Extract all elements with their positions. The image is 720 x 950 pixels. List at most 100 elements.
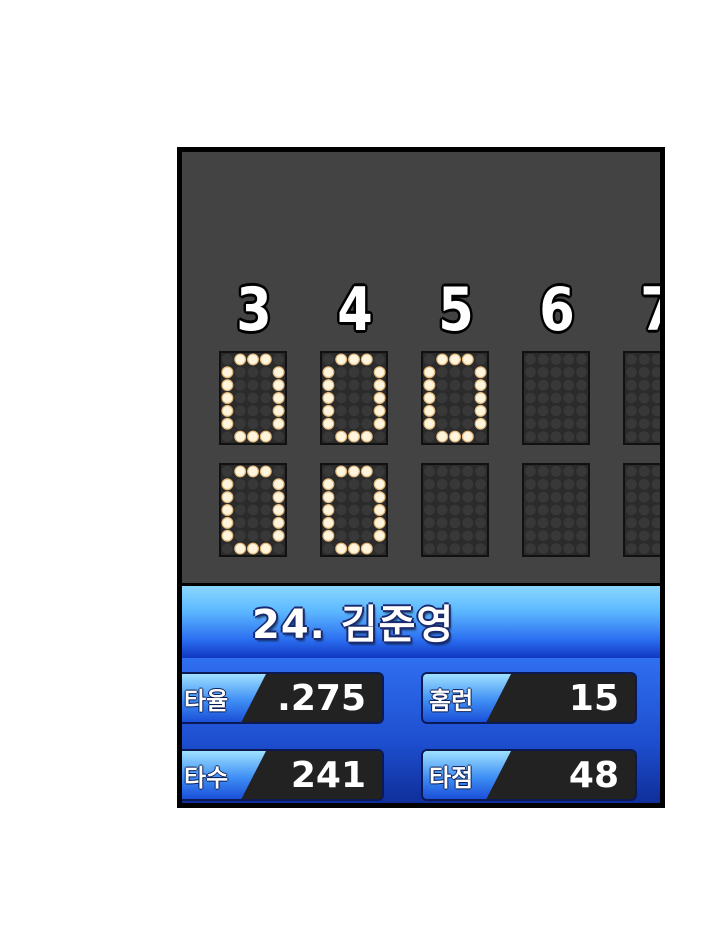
lamp-off — [626, 405, 637, 417]
lamp-off — [638, 543, 650, 554]
lamp-off — [638, 354, 650, 365]
lamp-off — [664, 393, 665, 404]
lamp-off — [626, 491, 637, 503]
lamp-off — [525, 366, 536, 378]
lamp-off — [475, 431, 486, 442]
lamp-off — [361, 517, 373, 529]
lamp-off — [260, 491, 272, 503]
lamp-on — [461, 353, 474, 366]
lamp-off — [361, 478, 373, 490]
lamp-off — [436, 466, 448, 477]
lamp-on — [436, 430, 449, 443]
lamp-off — [563, 354, 575, 365]
lamp-off — [664, 418, 665, 429]
lamp-off — [638, 418, 650, 430]
lamp-on — [335, 353, 348, 366]
lamp-off — [462, 491, 474, 503]
lamp-off — [247, 392, 259, 404]
lamp-off — [525, 504, 536, 516]
lamp-off — [462, 466, 474, 477]
lamp-off — [651, 530, 660, 542]
lamp-on — [335, 430, 348, 443]
lamp-off — [475, 504, 486, 516]
lamp-off — [335, 491, 347, 503]
lamp-off — [247, 379, 259, 391]
lamp-off — [550, 478, 562, 490]
player-stats-panel: 타율 .275 홈런 15 타수 241 타점 48 — [182, 658, 660, 803]
lamp-off — [234, 392, 246, 404]
lamp-off — [273, 466, 284, 477]
lamp-off — [638, 392, 650, 404]
stat-label: 타수 — [182, 751, 266, 799]
lamp-off — [348, 517, 360, 529]
lamp-off — [651, 543, 660, 554]
lamp-on — [474, 379, 487, 392]
lamp-off — [525, 405, 536, 417]
lamp-off — [260, 392, 272, 404]
lamp-off — [449, 418, 461, 430]
lamp-off — [424, 504, 435, 516]
lamp-off — [550, 354, 562, 365]
lamp-off — [664, 479, 665, 490]
inning-number-7: 7 — [628, 270, 660, 350]
score-cell-top-3 — [421, 351, 489, 445]
lamp-off — [638, 478, 650, 490]
lamp-off — [664, 367, 665, 378]
lamp-off — [234, 478, 246, 490]
lamp-off — [651, 491, 660, 503]
lamp-off — [374, 431, 385, 442]
lamp-off — [638, 517, 650, 529]
lamp-off — [436, 366, 448, 378]
lamp-on — [272, 379, 285, 392]
lamp-on — [322, 529, 335, 542]
stat-batting-average: 타율 .275 — [182, 672, 384, 724]
lamp-off — [638, 379, 650, 391]
lamp-off — [626, 517, 637, 529]
lamp-off — [361, 418, 373, 430]
player-name-bar: 24. 김준영 — [182, 583, 660, 658]
lamp-off — [222, 543, 233, 554]
lamp-off — [361, 405, 373, 417]
lamp-off — [475, 530, 486, 542]
lamp-off — [638, 491, 650, 503]
lamp-off — [436, 418, 448, 430]
lamp-off — [550, 431, 562, 442]
lamp-on — [247, 353, 259, 366]
lamp-off — [537, 418, 549, 430]
lamp-off — [462, 379, 474, 391]
lamp-digit-blank — [525, 354, 587, 442]
lamp-off — [525, 491, 536, 503]
lamp-off — [260, 379, 272, 391]
lamp-off — [664, 431, 665, 442]
lamp-off — [462, 366, 474, 378]
lamp-on — [373, 478, 386, 491]
lamp-on — [272, 417, 285, 430]
lamp-off — [234, 517, 246, 529]
lamp-on — [272, 404, 285, 417]
lamp-on — [348, 465, 360, 478]
lamp-off — [335, 405, 347, 417]
lamp-off — [664, 530, 665, 541]
lamp-on — [221, 417, 234, 430]
lamp-off — [260, 530, 272, 542]
lamp-off — [222, 354, 233, 365]
lamp-off — [576, 366, 587, 378]
lamp-off — [576, 379, 587, 391]
lamp-off — [436, 543, 448, 554]
lamp-off — [550, 405, 562, 417]
lamp-off — [462, 530, 474, 542]
player-name: 24. 김준영 — [252, 602, 455, 648]
stat-label: 홈런 — [423, 674, 511, 722]
lamp-off — [449, 366, 461, 378]
lamp-off — [247, 366, 259, 378]
lamp-off — [348, 418, 360, 430]
lamp-on — [322, 478, 335, 491]
lamp-digit-blank — [626, 466, 665, 554]
lamp-off — [563, 543, 575, 554]
lamp-off — [424, 431, 435, 442]
lamp-on — [423, 417, 436, 430]
lamp-off — [563, 418, 575, 430]
lamp-off — [651, 366, 660, 378]
lamp-off — [247, 478, 259, 490]
inning-number-5: 5 — [438, 275, 474, 345]
